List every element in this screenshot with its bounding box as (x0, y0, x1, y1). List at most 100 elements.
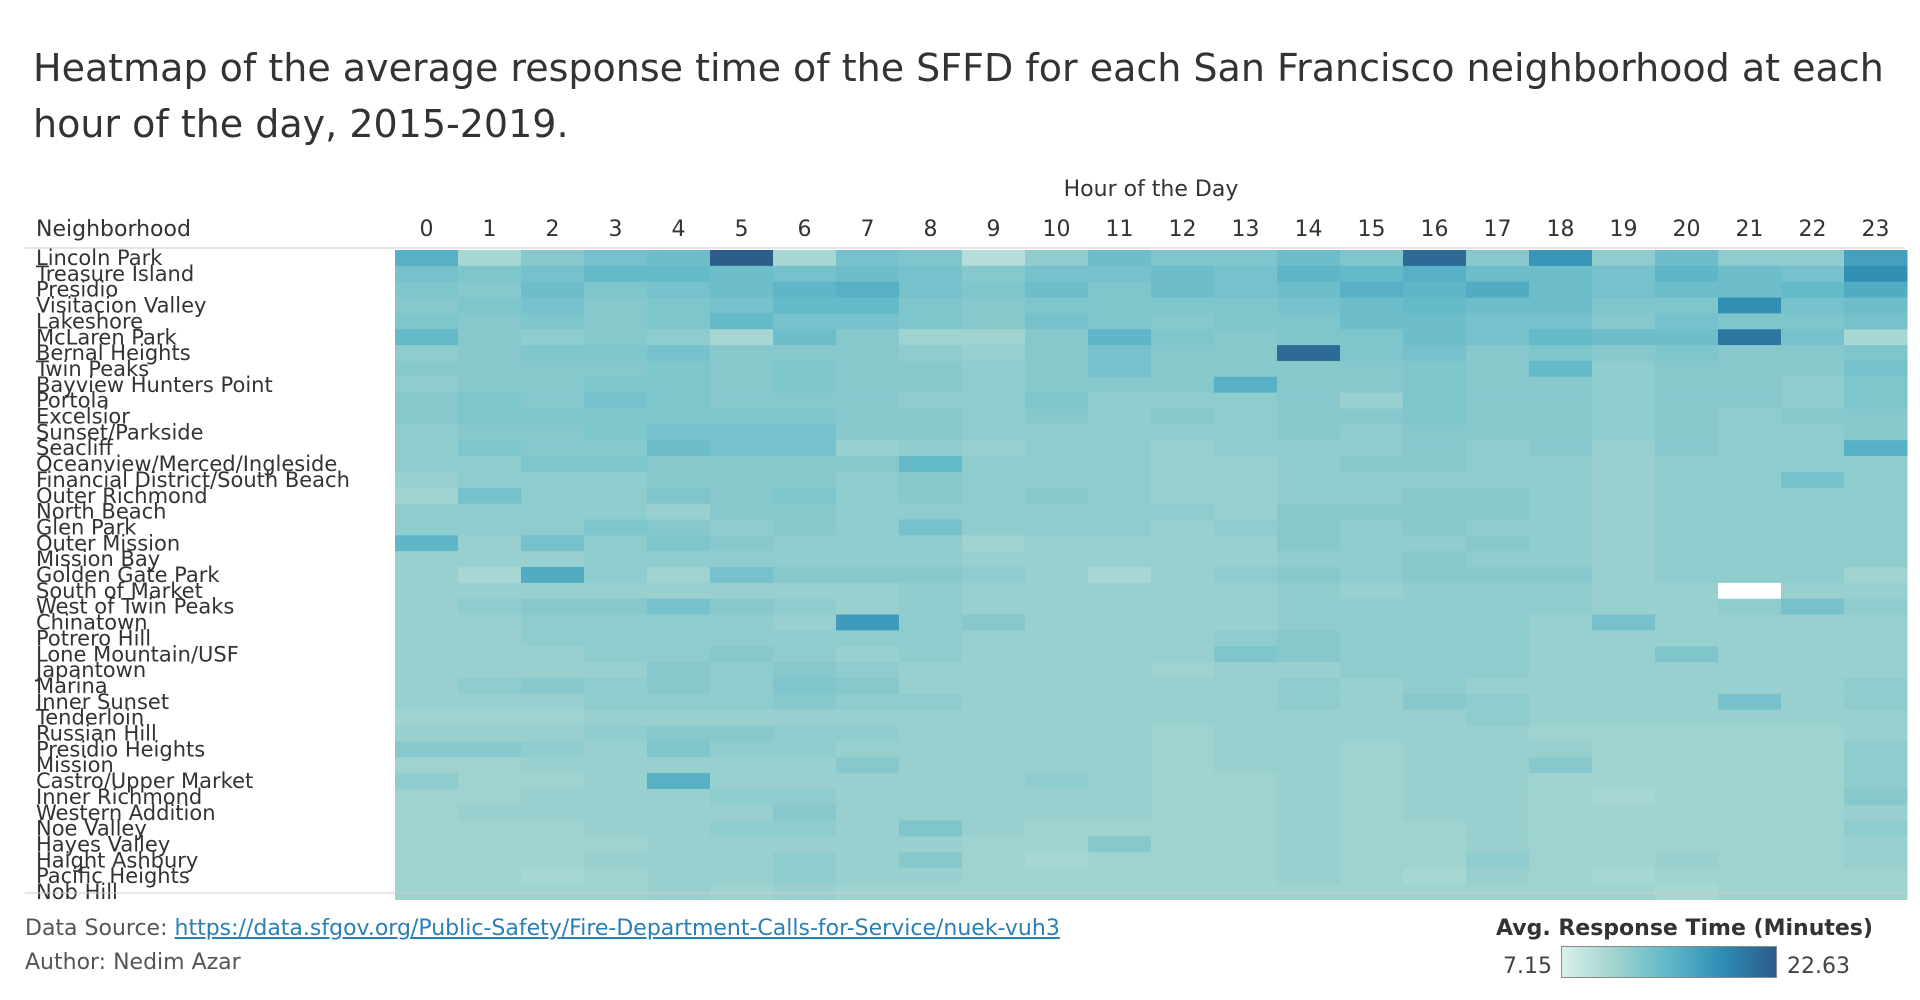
heatmap-cell[interactable] (1088, 503, 1152, 520)
heatmap-cell[interactable] (710, 630, 774, 647)
heatmap-cell[interactable] (458, 820, 522, 837)
heatmap-cell[interactable] (1592, 662, 1656, 679)
heatmap-cell[interactable] (1403, 582, 1467, 600)
heatmap-cell[interactable] (1592, 440, 1656, 457)
heatmap-cell[interactable] (1403, 376, 1467, 394)
heatmap-cell[interactable] (1214, 503, 1278, 520)
heatmap-cell[interactable] (458, 424, 522, 441)
heatmap-cell[interactable] (773, 757, 837, 774)
heatmap-cell[interactable] (458, 487, 522, 505)
heatmap-cell[interactable] (458, 313, 522, 330)
heatmap-cell[interactable] (1277, 804, 1341, 822)
heatmap-cell[interactable] (1088, 662, 1152, 679)
heatmap-cell[interactable] (1655, 646, 1719, 663)
heatmap-cell[interactable] (1025, 329, 1089, 346)
heatmap-cell[interactable] (1151, 868, 1215, 885)
heatmap-cell[interactable] (899, 741, 963, 758)
heatmap-cell[interactable] (1592, 329, 1656, 346)
heatmap-cell[interactable] (1088, 884, 1152, 900)
heatmap-cell[interactable] (1088, 313, 1152, 330)
heatmap-cell[interactable] (1088, 773, 1152, 790)
heatmap-cell[interactable] (710, 677, 774, 695)
heatmap-cell[interactable] (1718, 630, 1782, 647)
heatmap-cell[interactable] (1655, 250, 1719, 267)
heatmap-cell[interactable] (521, 709, 585, 726)
heatmap-cell[interactable] (899, 456, 963, 473)
heatmap-cell[interactable] (1403, 487, 1467, 505)
heatmap-cell[interactable] (1529, 551, 1593, 568)
heatmap-cell[interactable] (1403, 471, 1467, 489)
heatmap-cell[interactable] (521, 868, 585, 885)
heatmap-cell[interactable] (1340, 725, 1404, 742)
heatmap-cell[interactable] (1844, 868, 1908, 885)
heatmap-cell[interactable] (1844, 709, 1908, 726)
heatmap-cell[interactable] (1025, 598, 1089, 616)
heatmap-cell[interactable] (1844, 265, 1908, 283)
heatmap-cell[interactable] (1655, 788, 1719, 806)
heatmap-cell[interactable] (1655, 376, 1719, 394)
heatmap-cell[interactable] (1655, 677, 1719, 695)
heatmap-cell[interactable] (836, 773, 900, 790)
heatmap-cell[interactable] (1151, 345, 1215, 362)
heatmap-cell[interactable] (773, 852, 837, 869)
heatmap-cell[interactable] (1277, 677, 1341, 695)
heatmap-cell[interactable] (899, 582, 963, 600)
heatmap-cell[interactable] (1340, 456, 1404, 473)
heatmap-cell[interactable] (1340, 471, 1404, 489)
heatmap-cell[interactable] (1592, 424, 1656, 441)
heatmap-cell[interactable] (1151, 265, 1215, 283)
heatmap-cell[interactable] (1466, 662, 1530, 679)
heatmap-cell[interactable] (1340, 440, 1404, 457)
heatmap-cell[interactable] (899, 535, 963, 552)
heatmap-cell[interactable] (1592, 250, 1656, 267)
heatmap-cell[interactable] (1718, 265, 1782, 283)
heatmap-cell[interactable] (458, 884, 522, 900)
heatmap-cell[interactable] (521, 250, 585, 267)
heatmap-cell[interactable] (773, 535, 837, 552)
heatmap-cell[interactable] (962, 551, 1026, 568)
heatmap-cell[interactable] (1025, 424, 1089, 441)
heatmap-cell[interactable] (1592, 265, 1656, 283)
heatmap-cell[interactable] (458, 614, 522, 631)
heatmap-cell[interactable] (1277, 773, 1341, 790)
heatmap-cell[interactable] (1781, 884, 1845, 900)
heatmap-cell[interactable] (899, 360, 963, 378)
heatmap-cell[interactable] (773, 693, 837, 711)
heatmap-cell[interactable] (1151, 725, 1215, 742)
heatmap-cell[interactable] (1466, 868, 1530, 885)
heatmap-cell[interactable] (1340, 757, 1404, 774)
heatmap-cell[interactable] (710, 345, 774, 362)
heatmap-cell[interactable] (1592, 709, 1656, 726)
heatmap-cell[interactable] (1214, 677, 1278, 695)
heatmap-cell[interactable] (1277, 424, 1341, 441)
heatmap-cell[interactable] (1844, 440, 1908, 457)
heatmap-cell[interactable] (1277, 693, 1341, 711)
heatmap-cell[interactable] (1529, 693, 1593, 711)
heatmap-cell[interactable] (773, 662, 837, 679)
heatmap-cell[interactable] (1277, 709, 1341, 726)
heatmap-cell[interactable] (710, 646, 774, 663)
heatmap-cell[interactable] (1025, 614, 1089, 631)
heatmap-cell[interactable] (458, 551, 522, 568)
heatmap-cell[interactable] (1277, 392, 1341, 409)
heatmap-cell[interactable] (836, 329, 900, 346)
heatmap-cell[interactable] (899, 757, 963, 774)
heatmap-cell[interactable] (1592, 868, 1656, 885)
heatmap-cell[interactable] (1466, 852, 1530, 869)
heatmap-cell[interactable] (647, 884, 711, 900)
heatmap-cell[interactable] (962, 582, 1026, 600)
heatmap-cell[interactable] (1781, 725, 1845, 742)
heatmap-cell[interactable] (1466, 788, 1530, 806)
heatmap-cell[interactable] (1529, 646, 1593, 663)
heatmap-cell[interactable] (1718, 725, 1782, 742)
heatmap-cell[interactable] (1529, 630, 1593, 647)
heatmap-cell[interactable] (1529, 535, 1593, 552)
heatmap-cell[interactable] (1340, 408, 1404, 425)
heatmap-cell[interactable] (395, 820, 459, 837)
heatmap-cell[interactable] (1151, 804, 1215, 822)
heatmap-cell[interactable] (1214, 250, 1278, 267)
heatmap-cell[interactable] (395, 662, 459, 679)
heatmap-cell[interactable] (899, 725, 963, 742)
heatmap-cell[interactable] (836, 297, 900, 314)
heatmap-cell[interactable] (1844, 424, 1908, 441)
